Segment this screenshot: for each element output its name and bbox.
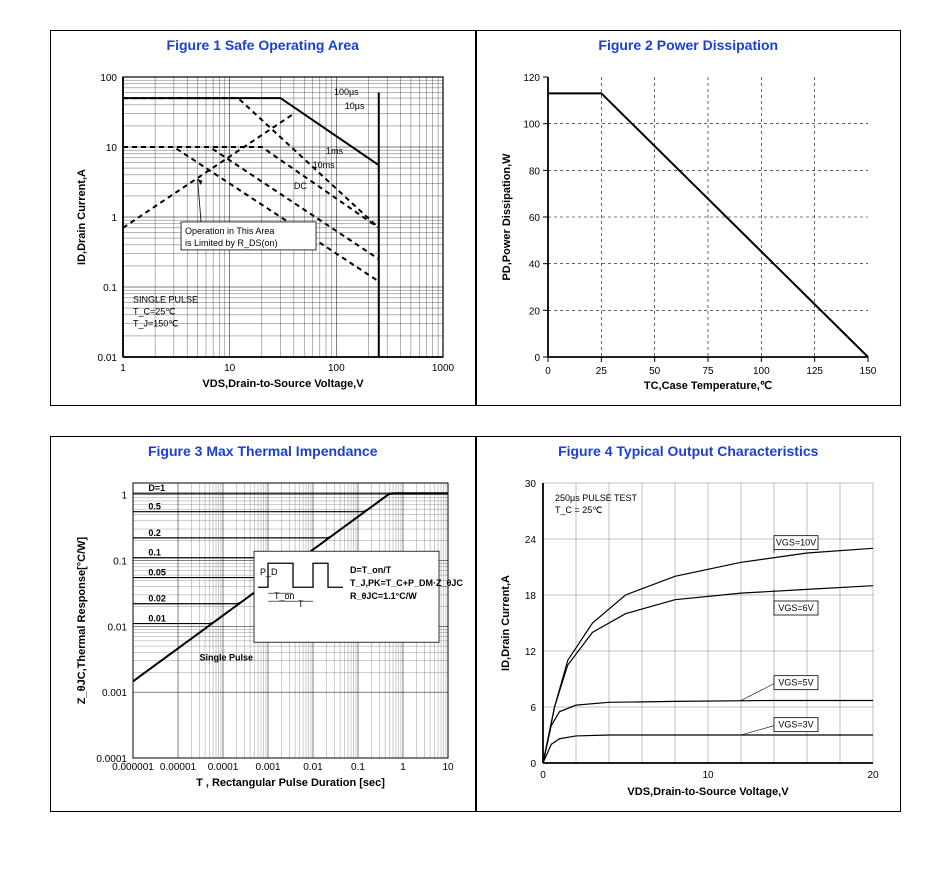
svg-text:0: 0 <box>531 759 537 770</box>
row-1: Figure 1 Safe Operating Area 11010010000… <box>50 30 901 406</box>
svg-text:T_on: T_on <box>274 591 295 601</box>
figure-4-title: Figure 4 Typical Output Characteristics <box>485 443 893 459</box>
figure-2-panel: Figure 2 Power Dissipation 0 25 50 75 100 125… <box>476 30 902 406</box>
svg-text:D=T_on/T: D=T_on/T <box>350 565 392 575</box>
svg-text:75: 75 <box>703 366 715 377</box>
svg-text:Z_θJC,Thermal Response[°C/W]: Z_θJC,Thermal Response[°C/W] <box>76 536 88 704</box>
svg-text:D=1: D=1 <box>148 483 165 493</box>
svg-text:VGS=6V: VGS=6V <box>779 603 814 613</box>
svg-text:Operation in This Area: Operation in This Area <box>185 226 274 236</box>
svg-text:0.00001: 0.00001 <box>160 762 197 773</box>
svg-text:PD,Power Dissipation,W: PD,Power Dissipation,W <box>501 153 513 281</box>
svg-text:1: 1 <box>111 213 117 224</box>
svg-text:0: 0 <box>535 353 541 364</box>
svg-text:0: 0 <box>540 770 546 781</box>
svg-text:T_J,PK=T_C+P_DM·Z_θJC·R_θJC: T_J,PK=T_C+P_DM·Z_θJC·R_θJC <box>350 578 463 588</box>
svg-text:30: 30 <box>525 479 537 490</box>
svg-text:1000: 1000 <box>432 363 455 374</box>
figure-1-title: Figure 1 Safe Operating Area <box>59 37 467 53</box>
svg-text:40: 40 <box>529 260 541 271</box>
svg-text:0.5: 0.5 <box>148 502 161 512</box>
svg-text:0.05: 0.05 <box>148 568 166 578</box>
svg-text:100: 100 <box>524 120 541 131</box>
svg-text:12: 12 <box>525 647 537 658</box>
figure-3-chart: 0.0000010.000010.00010.0010.010.11100.00… <box>63 463 463 803</box>
svg-text:T , Rectangular Pulse Duration: T , Rectangular Pulse Duration [sec] <box>196 777 385 789</box>
svg-text:1: 1 <box>121 491 127 502</box>
svg-text:20: 20 <box>529 306 541 317</box>
svg-text:T_C = 25℃: T_C = 25℃ <box>555 505 602 515</box>
svg-text:0.001: 0.001 <box>102 688 127 699</box>
svg-text:100: 100 <box>328 363 345 374</box>
figure-2-title: Figure 2 Power Dissipation <box>485 37 893 53</box>
svg-text:T_C=25℃: T_C=25℃ <box>133 307 175 317</box>
figure-3-title: Figure 3 Max Thermal Impendance <box>59 443 467 459</box>
svg-text:Single Pulse: Single Pulse <box>199 653 253 663</box>
svg-text:10: 10 <box>224 363 236 374</box>
svg-text:0.01: 0.01 <box>107 622 127 633</box>
svg-text:0.01: 0.01 <box>303 762 323 773</box>
svg-text:10: 10 <box>106 143 118 154</box>
svg-text:18: 18 <box>525 591 537 602</box>
svg-text:VGS=5V: VGS=5V <box>779 678 814 688</box>
svg-text:P_D: P_D <box>260 567 278 577</box>
svg-text:10: 10 <box>703 770 715 781</box>
svg-text:25: 25 <box>596 366 608 377</box>
svg-text:ID,Drain Current,A: ID,Drain Current,A <box>500 575 512 671</box>
svg-text:100: 100 <box>100 73 117 84</box>
svg-text:DC: DC <box>294 181 307 191</box>
svg-text:0.001: 0.001 <box>255 762 280 773</box>
figure-1-panel: Figure 1 Safe Operating Area 1 10 100 1000 0… <box>50 30 476 406</box>
svg-text:R_θJC=1.1°C/W: R_θJC=1.1°C/W <box>350 591 417 601</box>
svg-text:T_J=150℃: T_J=150℃ <box>133 319 178 329</box>
svg-text:50: 50 <box>649 366 661 377</box>
figure-2-chart: 0 25 50 75 100 125 150 0 20 40 60 80 100 120 TC,Case T… <box>488 57 888 397</box>
row-2: Figure 3 Max Thermal Impendance 0.000001… <box>50 436 901 812</box>
figure-4-chart: 0 10 20 0 6 12 18 24 30 250µs PULSE TEST T_C = 25℃… <box>488 463 888 803</box>
svg-text:10µs: 10µs <box>345 101 365 111</box>
svg-text:0.0001: 0.0001 <box>207 762 238 773</box>
svg-text:24: 24 <box>525 535 537 546</box>
svg-text:TC,Case Temperature,℃: TC,Case Temperature,℃ <box>644 380 772 392</box>
svg-text:250µs PULSE TEST: 250µs PULSE TEST <box>555 493 638 503</box>
svg-text:0.2: 0.2 <box>148 528 161 538</box>
svg-text:0.02: 0.02 <box>148 594 166 604</box>
svg-text:0.1: 0.1 <box>103 283 117 294</box>
svg-text:VGS=3V: VGS=3V <box>779 720 814 730</box>
svg-text:100µs: 100µs <box>334 87 359 97</box>
svg-text:0.01: 0.01 <box>148 614 166 624</box>
figure-4-panel: Figure 4 Typical Output Characteristics … <box>476 436 902 812</box>
svg-text:is Limited by R_DS(on): is Limited by R_DS(on) <box>185 238 278 248</box>
svg-text:0.0001: 0.0001 <box>96 754 127 765</box>
svg-text:VGS=10V: VGS=10V <box>776 538 816 548</box>
svg-text:1: 1 <box>120 363 126 374</box>
svg-text:10ms: 10ms <box>312 160 335 170</box>
svg-text:0.01: 0.01 <box>97 353 117 364</box>
svg-text:6: 6 <box>531 703 537 714</box>
svg-text:VDS,Drain-to-Source Voltage,V: VDS,Drain-to-Source Voltage,V <box>628 786 790 798</box>
svg-text:60: 60 <box>529 213 541 224</box>
figure-3-panel: Figure 3 Max Thermal Impendance 0.000001… <box>50 436 476 812</box>
svg-text:0: 0 <box>545 366 551 377</box>
figure-1-chart: 1 10 100 1000 0.01 0.1 1 10 100 10µs 100µs 1ms 10ms D… <box>63 57 463 397</box>
svg-text:0.1: 0.1 <box>148 548 161 558</box>
svg-text:VDS,Drain-to-Source Voltage,V: VDS,Drain-to-Source Voltage,V <box>202 378 364 390</box>
svg-text:SINGLE PULSE: SINGLE PULSE <box>133 295 198 305</box>
svg-text:100: 100 <box>753 366 770 377</box>
svg-text:1: 1 <box>400 762 406 773</box>
svg-text:125: 125 <box>807 366 824 377</box>
svg-text:10: 10 <box>442 762 454 773</box>
svg-text:T: T <box>298 599 304 609</box>
svg-text:1ms: 1ms <box>326 146 344 156</box>
svg-text:80: 80 <box>529 166 541 177</box>
svg-text:0.1: 0.1 <box>113 556 127 567</box>
svg-text:ID,Drain Current,A: ID,Drain Current,A <box>76 169 88 265</box>
svg-text:20: 20 <box>868 770 880 781</box>
svg-text:0.1: 0.1 <box>351 762 365 773</box>
svg-text:150: 150 <box>860 366 877 377</box>
svg-text:120: 120 <box>524 73 541 84</box>
